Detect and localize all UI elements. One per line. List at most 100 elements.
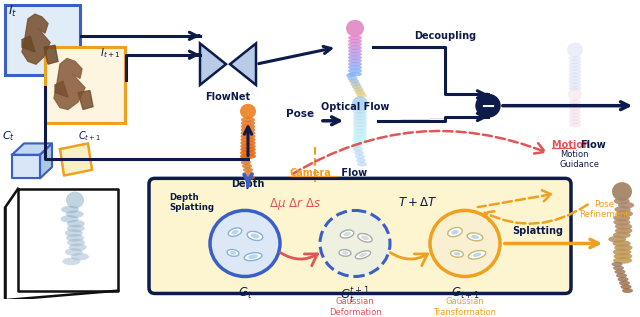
Circle shape [240, 104, 256, 119]
Ellipse shape [348, 65, 362, 70]
Ellipse shape [240, 147, 256, 152]
Ellipse shape [241, 137, 255, 143]
Ellipse shape [352, 84, 362, 89]
Ellipse shape [244, 171, 254, 176]
Ellipse shape [243, 167, 253, 172]
Ellipse shape [348, 36, 362, 40]
Ellipse shape [241, 117, 255, 123]
Ellipse shape [568, 76, 582, 81]
Text: Flow: Flow [338, 168, 367, 178]
Ellipse shape [351, 81, 360, 86]
Ellipse shape [348, 49, 362, 53]
Ellipse shape [346, 73, 356, 78]
Text: Motion: Motion [552, 140, 593, 150]
Ellipse shape [348, 72, 362, 76]
Ellipse shape [241, 140, 255, 146]
Ellipse shape [569, 103, 581, 107]
Ellipse shape [61, 206, 79, 213]
Ellipse shape [608, 236, 626, 243]
Ellipse shape [356, 93, 367, 98]
Ellipse shape [353, 87, 364, 92]
Ellipse shape [358, 234, 372, 242]
Ellipse shape [248, 255, 258, 259]
Ellipse shape [569, 116, 581, 121]
Ellipse shape [353, 135, 367, 141]
Ellipse shape [240, 143, 256, 149]
Polygon shape [40, 143, 52, 178]
Text: Depth: Depth [231, 179, 265, 189]
Ellipse shape [611, 262, 623, 267]
Ellipse shape [454, 252, 460, 256]
Circle shape [346, 20, 364, 37]
Ellipse shape [355, 154, 365, 159]
Ellipse shape [612, 240, 631, 247]
Ellipse shape [247, 231, 263, 241]
Text: Gaussian
Deformation: Gaussian Deformation [329, 297, 381, 317]
Text: Gaussian
Transformation: Gaussian Transformation [433, 297, 497, 317]
Polygon shape [12, 155, 40, 178]
Text: $G_t^{t+1}$: $G_t^{t+1}$ [340, 286, 370, 306]
Ellipse shape [242, 164, 252, 168]
FancyArrowPatch shape [390, 253, 428, 266]
Ellipse shape [353, 108, 367, 114]
Ellipse shape [67, 239, 85, 246]
Ellipse shape [348, 62, 362, 67]
Ellipse shape [241, 130, 255, 136]
Ellipse shape [613, 219, 630, 225]
Ellipse shape [615, 223, 632, 230]
Ellipse shape [568, 69, 582, 74]
Ellipse shape [61, 215, 79, 223]
Circle shape [567, 42, 583, 58]
Ellipse shape [241, 160, 251, 165]
Ellipse shape [569, 113, 581, 118]
Ellipse shape [353, 125, 367, 131]
Polygon shape [12, 143, 52, 155]
Ellipse shape [241, 127, 255, 133]
Ellipse shape [568, 82, 582, 87]
Ellipse shape [71, 253, 89, 261]
Ellipse shape [353, 128, 367, 134]
Ellipse shape [228, 228, 242, 236]
Ellipse shape [451, 250, 463, 257]
Ellipse shape [348, 68, 362, 73]
Ellipse shape [568, 73, 582, 77]
Ellipse shape [66, 210, 84, 218]
Text: −: − [481, 98, 495, 116]
Polygon shape [230, 43, 256, 85]
Circle shape [66, 191, 84, 209]
Ellipse shape [353, 138, 367, 144]
Ellipse shape [63, 258, 81, 265]
Text: Motion
Guidance: Motion Guidance [560, 150, 600, 170]
Ellipse shape [359, 253, 367, 257]
Ellipse shape [348, 45, 362, 50]
Ellipse shape [240, 150, 256, 156]
Ellipse shape [569, 109, 581, 114]
Text: $I_t$: $I_t$ [8, 4, 17, 19]
Ellipse shape [614, 253, 632, 260]
Ellipse shape [616, 210, 633, 217]
Ellipse shape [622, 288, 633, 293]
Ellipse shape [619, 281, 630, 285]
Ellipse shape [451, 230, 459, 235]
Ellipse shape [568, 56, 582, 61]
FancyBboxPatch shape [5, 5, 80, 75]
Ellipse shape [68, 243, 86, 251]
Circle shape [352, 96, 368, 111]
Ellipse shape [353, 132, 367, 137]
Ellipse shape [568, 86, 582, 91]
Ellipse shape [349, 79, 359, 83]
Ellipse shape [621, 285, 632, 289]
Ellipse shape [613, 257, 632, 264]
Ellipse shape [468, 250, 486, 259]
Polygon shape [60, 143, 92, 176]
Ellipse shape [357, 162, 367, 166]
Ellipse shape [348, 59, 362, 63]
Ellipse shape [352, 143, 362, 148]
Ellipse shape [348, 52, 362, 57]
Ellipse shape [241, 124, 255, 129]
Ellipse shape [65, 248, 83, 256]
Ellipse shape [613, 232, 630, 238]
Ellipse shape [241, 120, 255, 126]
Ellipse shape [340, 230, 354, 238]
Ellipse shape [361, 236, 369, 240]
